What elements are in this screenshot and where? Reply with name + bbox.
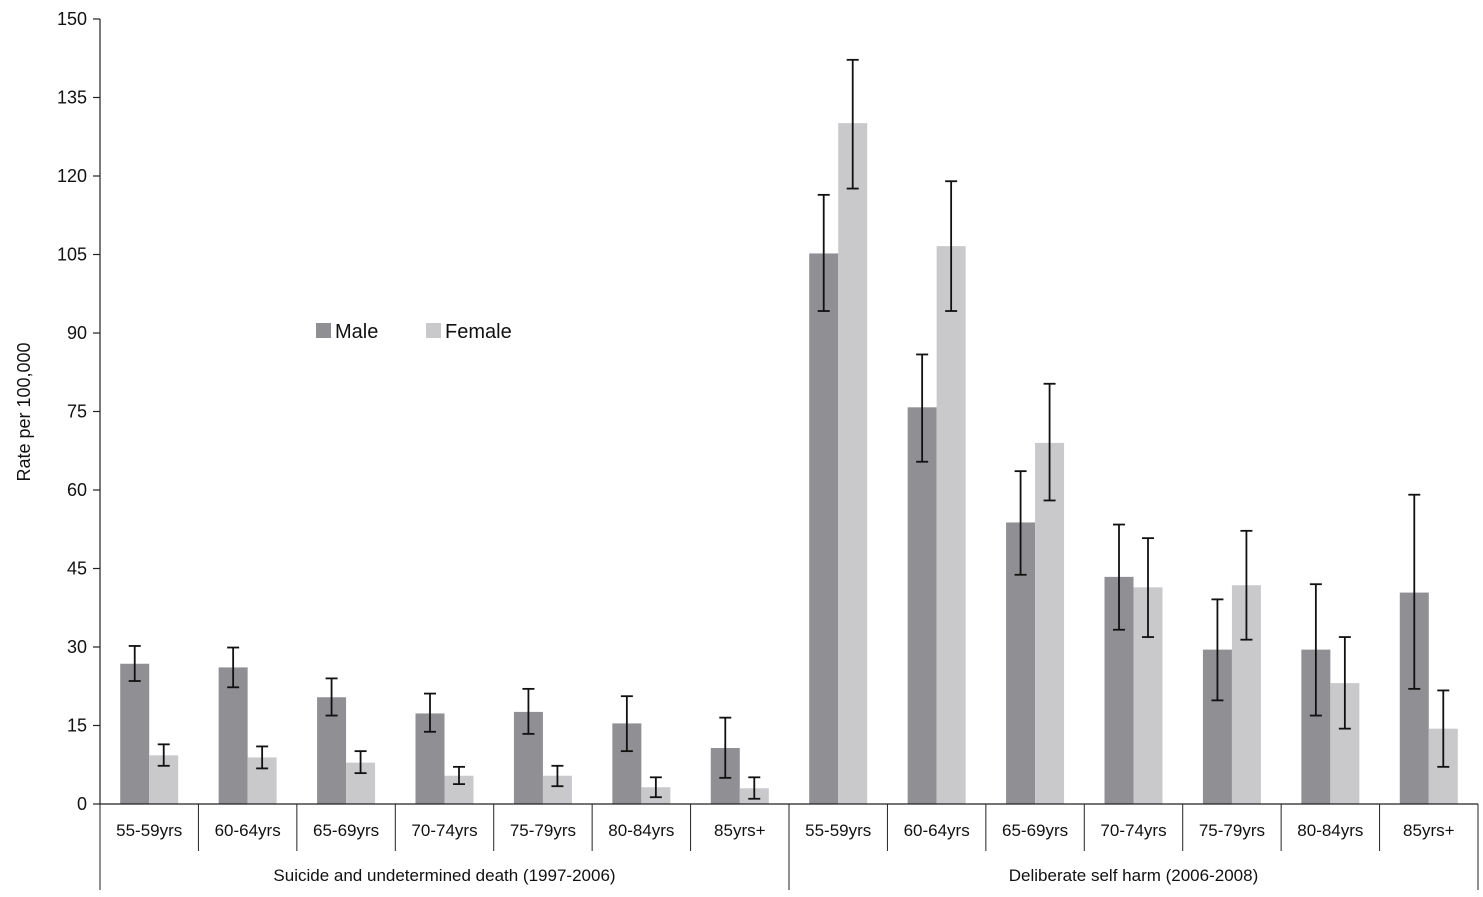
error-bar — [256, 745, 269, 770]
error-bar — [128, 645, 141, 682]
y-tick-label: 0 — [77, 794, 87, 814]
error-bar — [649, 776, 662, 799]
error-bar — [453, 765, 465, 786]
error-bar — [522, 687, 535, 735]
error-bar — [1437, 689, 1450, 768]
bar-male — [218, 667, 248, 804]
x-tick-label: 60-64yrs — [904, 821, 970, 840]
error-bar — [748, 776, 761, 800]
error-bar — [551, 764, 564, 788]
legend-swatch — [426, 323, 441, 338]
error-bar — [157, 743, 170, 767]
y-tick-label: 75 — [67, 402, 87, 422]
error-bar — [227, 646, 240, 689]
bar-female — [1035, 442, 1065, 804]
y-tick-label: 90 — [67, 323, 87, 343]
bar-female — [838, 123, 868, 805]
error-bar — [945, 180, 958, 312]
y-tick-label: 105 — [57, 245, 87, 265]
y-tick-label: 45 — [67, 559, 87, 579]
error-bar — [846, 58, 859, 190]
error-bar — [1309, 583, 1322, 717]
y-tick-label: 150 — [57, 9, 87, 29]
error-bar — [1113, 523, 1125, 631]
y-tick-label: 15 — [67, 716, 87, 736]
bar-female — [936, 246, 966, 805]
x-tick-label: 65-69yrs — [313, 821, 379, 840]
x-tick-label: 75-79yrs — [1199, 821, 1265, 840]
x-tick-label: 70-74yrs — [411, 821, 477, 840]
y-tick-label: 60 — [67, 480, 87, 500]
legend-label: Female — [445, 321, 512, 343]
bar-male — [809, 253, 839, 804]
bar-male — [120, 663, 150, 804]
x-tick-label: 80-84yrs — [608, 821, 674, 840]
x-axis: 55-59yrs 60-64yrs 65-69yrs 70-74yrs 75-79yrs… — [99, 803, 1479, 890]
y-axis-title: Rate per 100,000 — [14, 342, 34, 481]
legend-label: Male — [335, 321, 378, 343]
error-bar — [916, 353, 929, 463]
error-bar — [325, 677, 338, 717]
y-tick-label: 30 — [67, 637, 87, 657]
error-bar — [424, 692, 436, 733]
error-bar — [354, 750, 367, 775]
error-bar — [1142, 537, 1154, 638]
group-label: Deliberate self harm (2006-2008) — [1009, 866, 1258, 885]
error-bar — [1338, 636, 1351, 730]
y-axis: 0 15 30 45 60 75 90 105 120 135 150 — [57, 9, 101, 814]
error-bar — [817, 193, 830, 312]
error-bar — [620, 695, 633, 753]
x-tick-label: 80-84yrs — [1297, 821, 1363, 840]
x-tick-label: 55-59yrs — [805, 821, 871, 840]
error-bar — [1240, 529, 1253, 641]
x-tick-label: 70-74yrs — [1100, 821, 1166, 840]
error-bar — [1211, 598, 1224, 702]
legend: Male Female — [316, 321, 512, 343]
bar-male — [907, 407, 937, 804]
error-bars — [128, 58, 1450, 800]
bars — [120, 123, 1458, 805]
x-tick-label: 85yrs+ — [1403, 821, 1455, 840]
error-bar — [1408, 493, 1421, 690]
x-tick-label: 60-64yrs — [215, 821, 281, 840]
x-tick-label: 75-79yrs — [510, 821, 576, 840]
x-tick-label: 65-69yrs — [1002, 821, 1068, 840]
error-bar — [719, 716, 732, 779]
legend-swatch — [316, 323, 331, 338]
x-tick-label: 55-59yrs — [116, 821, 182, 840]
group-label: Suicide and undetermined death (1997-200… — [273, 866, 615, 885]
y-tick-label: 120 — [57, 166, 87, 186]
error-bar — [1043, 382, 1056, 502]
y-tick-label: 135 — [57, 88, 87, 108]
error-bar — [1014, 470, 1027, 576]
x-tick-label: 85yrs+ — [714, 821, 766, 840]
